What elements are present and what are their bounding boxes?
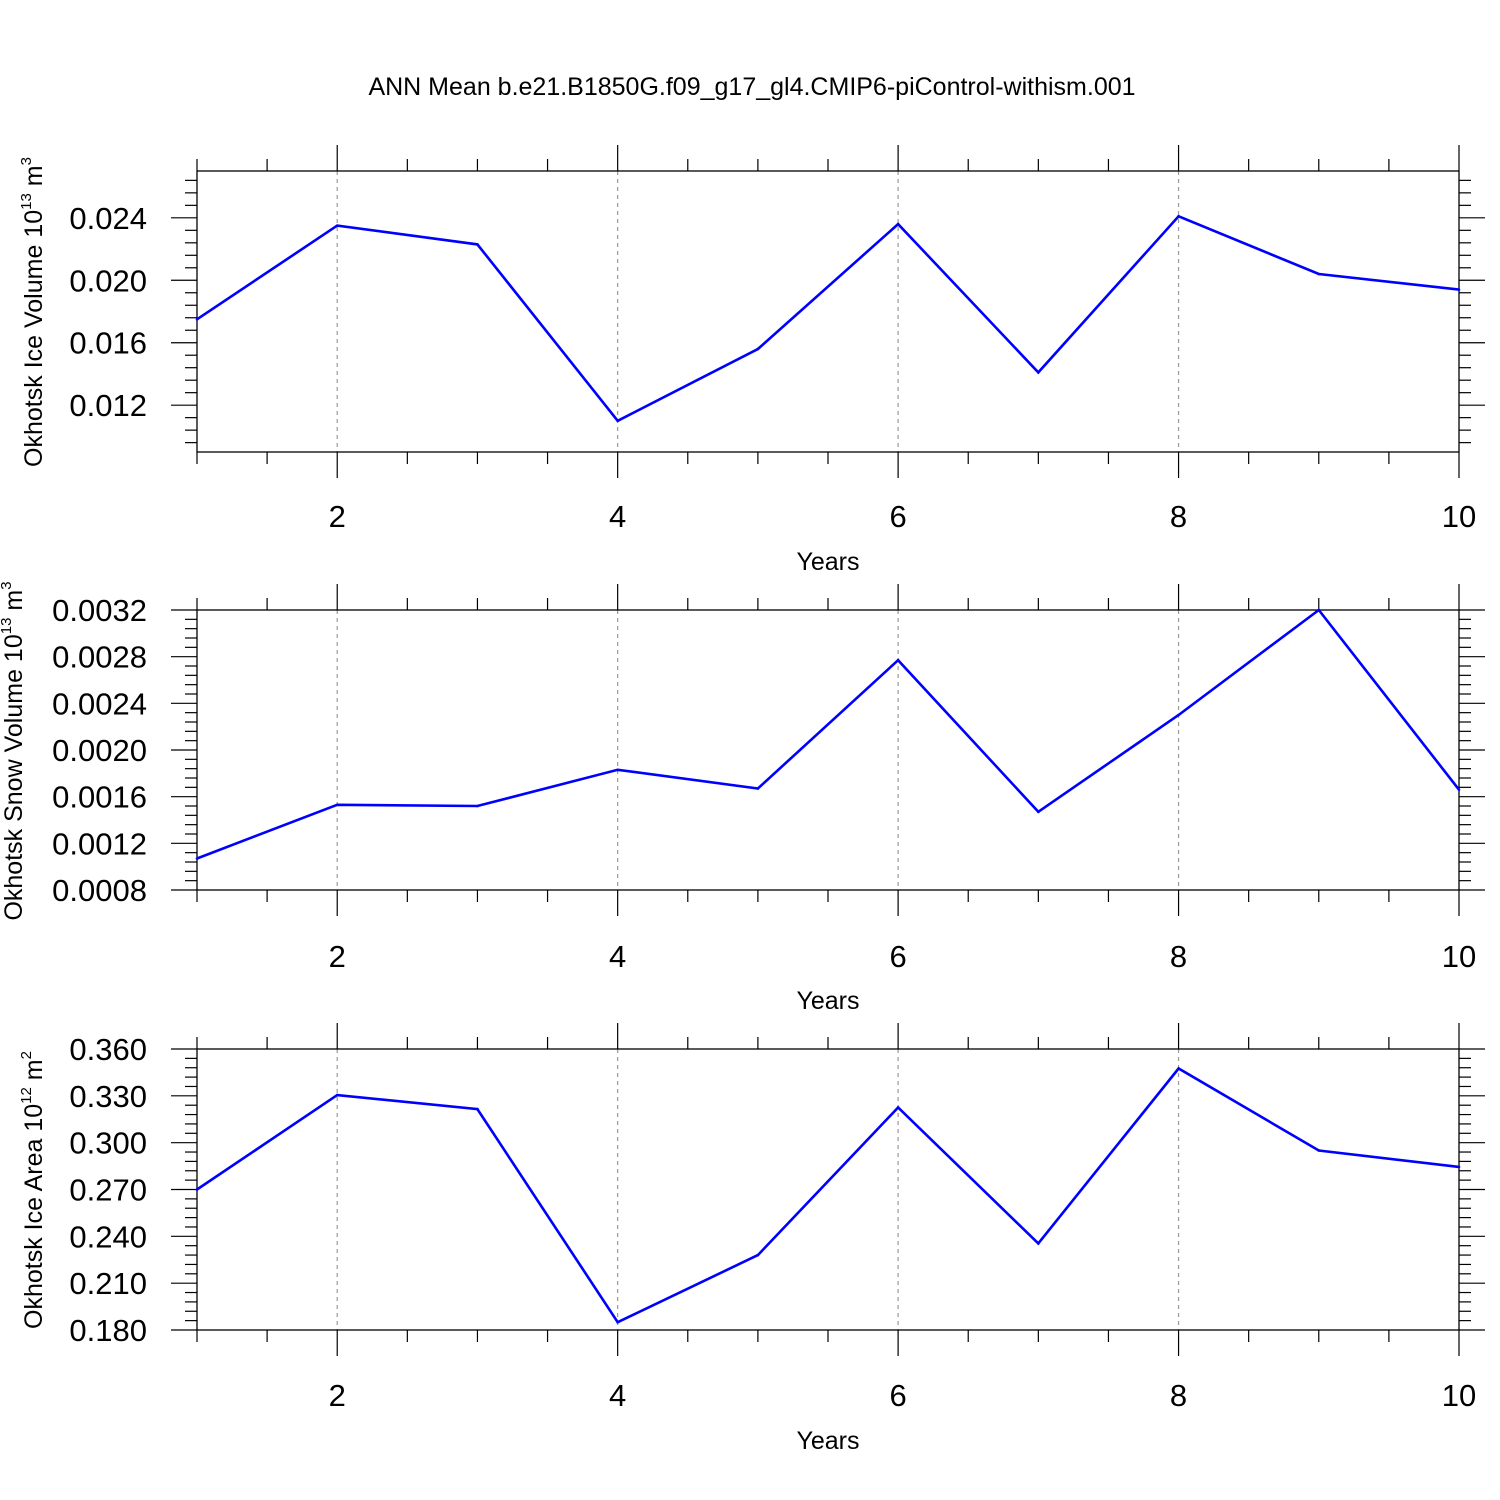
y-tick-label: 0.210 — [69, 1266, 147, 1301]
y-axis-label-exponent: 12 — [18, 1087, 35, 1104]
data-point — [335, 803, 339, 807]
x-axis-label: Years — [796, 987, 859, 1015]
plot-frame — [196, 170, 1460, 453]
y-tick-label: 0.0032 — [52, 593, 147, 628]
data-point — [1177, 214, 1180, 218]
x-tick-label: 10 — [1442, 1378, 1476, 1413]
plot-frame — [196, 1048, 1460, 1331]
data-point — [1317, 608, 1321, 612]
y-tick-label: 0.0028 — [52, 640, 147, 675]
chart-panel-3: 0.180 0.210 0.240 0.270 0.300 0.330 0.360 2 4 6 8 1… — [18, 1023, 1485, 1455]
y-tick-label: 0.240 — [69, 1219, 147, 1254]
x-tick-label: 2 — [329, 1378, 346, 1413]
y-axis-label-unit-exponent: 2 — [18, 1051, 35, 1059]
y-tick-label: 0.016 — [69, 326, 147, 361]
data-point — [896, 222, 900, 226]
y-tick-label: 0.012 — [69, 388, 147, 423]
x-tick-label: 6 — [889, 1378, 906, 1413]
x-tick-label: 10 — [1442, 499, 1476, 534]
data-point — [1037, 1242, 1040, 1245]
y-tick-label: 0.330 — [69, 1079, 147, 1114]
data-point — [756, 1253, 760, 1257]
data-point — [616, 419, 619, 423]
x-tick-label: 10 — [1442, 939, 1476, 974]
x-axis-label: Years — [796, 1427, 859, 1455]
y-axis-label: Okhotsk Ice Volume 1013 m3 — [18, 157, 48, 467]
data-point — [476, 243, 479, 246]
y-tick-label: 0.024 — [69, 201, 147, 236]
data-point — [896, 658, 900, 662]
data-point — [195, 1188, 199, 1191]
data-point — [1457, 288, 1461, 291]
y-axis-label-exponent: 13 — [18, 193, 35, 210]
y-axis-label-unit-exponent: 3 — [18, 157, 35, 165]
data-point — [756, 787, 760, 790]
data-point — [1177, 1067, 1180, 1070]
y-axis-label-unit: m — [20, 165, 48, 193]
data-point — [1457, 1165, 1461, 1169]
y-tick-label: 0.360 — [69, 1032, 147, 1067]
series-line — [196, 214, 1460, 423]
data-point — [896, 1106, 900, 1109]
data-point — [476, 804, 479, 808]
x-tick-label: 4 — [609, 1378, 626, 1413]
chart-panel-2: 0.0008 0.0012 0.0016 0.0020 0.0024 0.0028 0.00… — [0, 581, 1485, 1015]
y-tick-label: 0.0008 — [52, 873, 147, 908]
x-tick-label: 4 — [609, 939, 626, 974]
x-tick-label: 6 — [889, 499, 906, 534]
y-axis-label-exponent: 13 — [0, 618, 15, 635]
data-point — [1177, 713, 1180, 717]
x-tick-label: 2 — [329, 939, 346, 974]
data-point — [1457, 788, 1461, 791]
data-point — [476, 1107, 479, 1111]
y-tick-label: 0.0012 — [52, 826, 147, 861]
data-point — [335, 1093, 339, 1097]
data-point — [616, 768, 619, 772]
y-axis-label-text: Okhotsk Ice Volume 10 — [20, 210, 48, 467]
chart-panel-1: 0.012 0.016 0.020 0.024 2 4 6 8 10 Years Okhotsk I… — [18, 145, 1485, 576]
data-point — [195, 857, 199, 860]
x-tick-label: 8 — [1170, 1378, 1187, 1413]
data-point — [335, 224, 339, 227]
y-axis-label-unit: m — [20, 1059, 48, 1087]
y-axis-label-text: Okhotsk Ice Area 10 — [20, 1104, 48, 1329]
x-axis-label: Years — [796, 548, 859, 576]
data-point — [1037, 371, 1040, 374]
y-tick-label: 0.300 — [69, 1126, 147, 1161]
y-tick-label: 0.0024 — [52, 686, 147, 721]
series-line — [196, 608, 1461, 860]
x-tick-label: 6 — [889, 939, 906, 974]
y-axis-label: Okhotsk Ice Area 1012 m2 — [18, 1051, 48, 1329]
chart-title: ANN Mean b.e21.B1850G.f09_g17_gl4.CMIP6-… — [368, 73, 1135, 101]
y-tick-label: 0.0016 — [52, 780, 147, 815]
x-tick-label: 2 — [329, 499, 346, 534]
data-point — [1037, 810, 1040, 814]
x-tick-label: 8 — [1170, 939, 1187, 974]
data-point — [1317, 1149, 1321, 1152]
data-point — [616, 1320, 619, 1324]
y-axis-label-unit: m — [0, 590, 28, 618]
y-tick-label: 0.180 — [69, 1313, 147, 1348]
y-axis-label-text: Okhotsk Snow Volume 10 — [0, 634, 28, 920]
y-tick-label: 0.270 — [69, 1173, 147, 1208]
data-point — [1317, 272, 1321, 276]
plot-frame — [196, 609, 1460, 891]
data-point — [195, 318, 199, 321]
y-axis-label-unit-exponent: 3 — [0, 581, 15, 589]
y-axis-label: Okhotsk Snow Volume 1013 m3 — [0, 581, 28, 920]
x-tick-label: 4 — [609, 499, 626, 534]
y-tick-label: 0.020 — [69, 263, 147, 298]
series-line — [196, 1066, 1460, 1324]
data-point — [756, 347, 760, 351]
y-tick-label: 0.0020 — [52, 733, 147, 768]
x-tick-label: 8 — [1170, 499, 1187, 534]
